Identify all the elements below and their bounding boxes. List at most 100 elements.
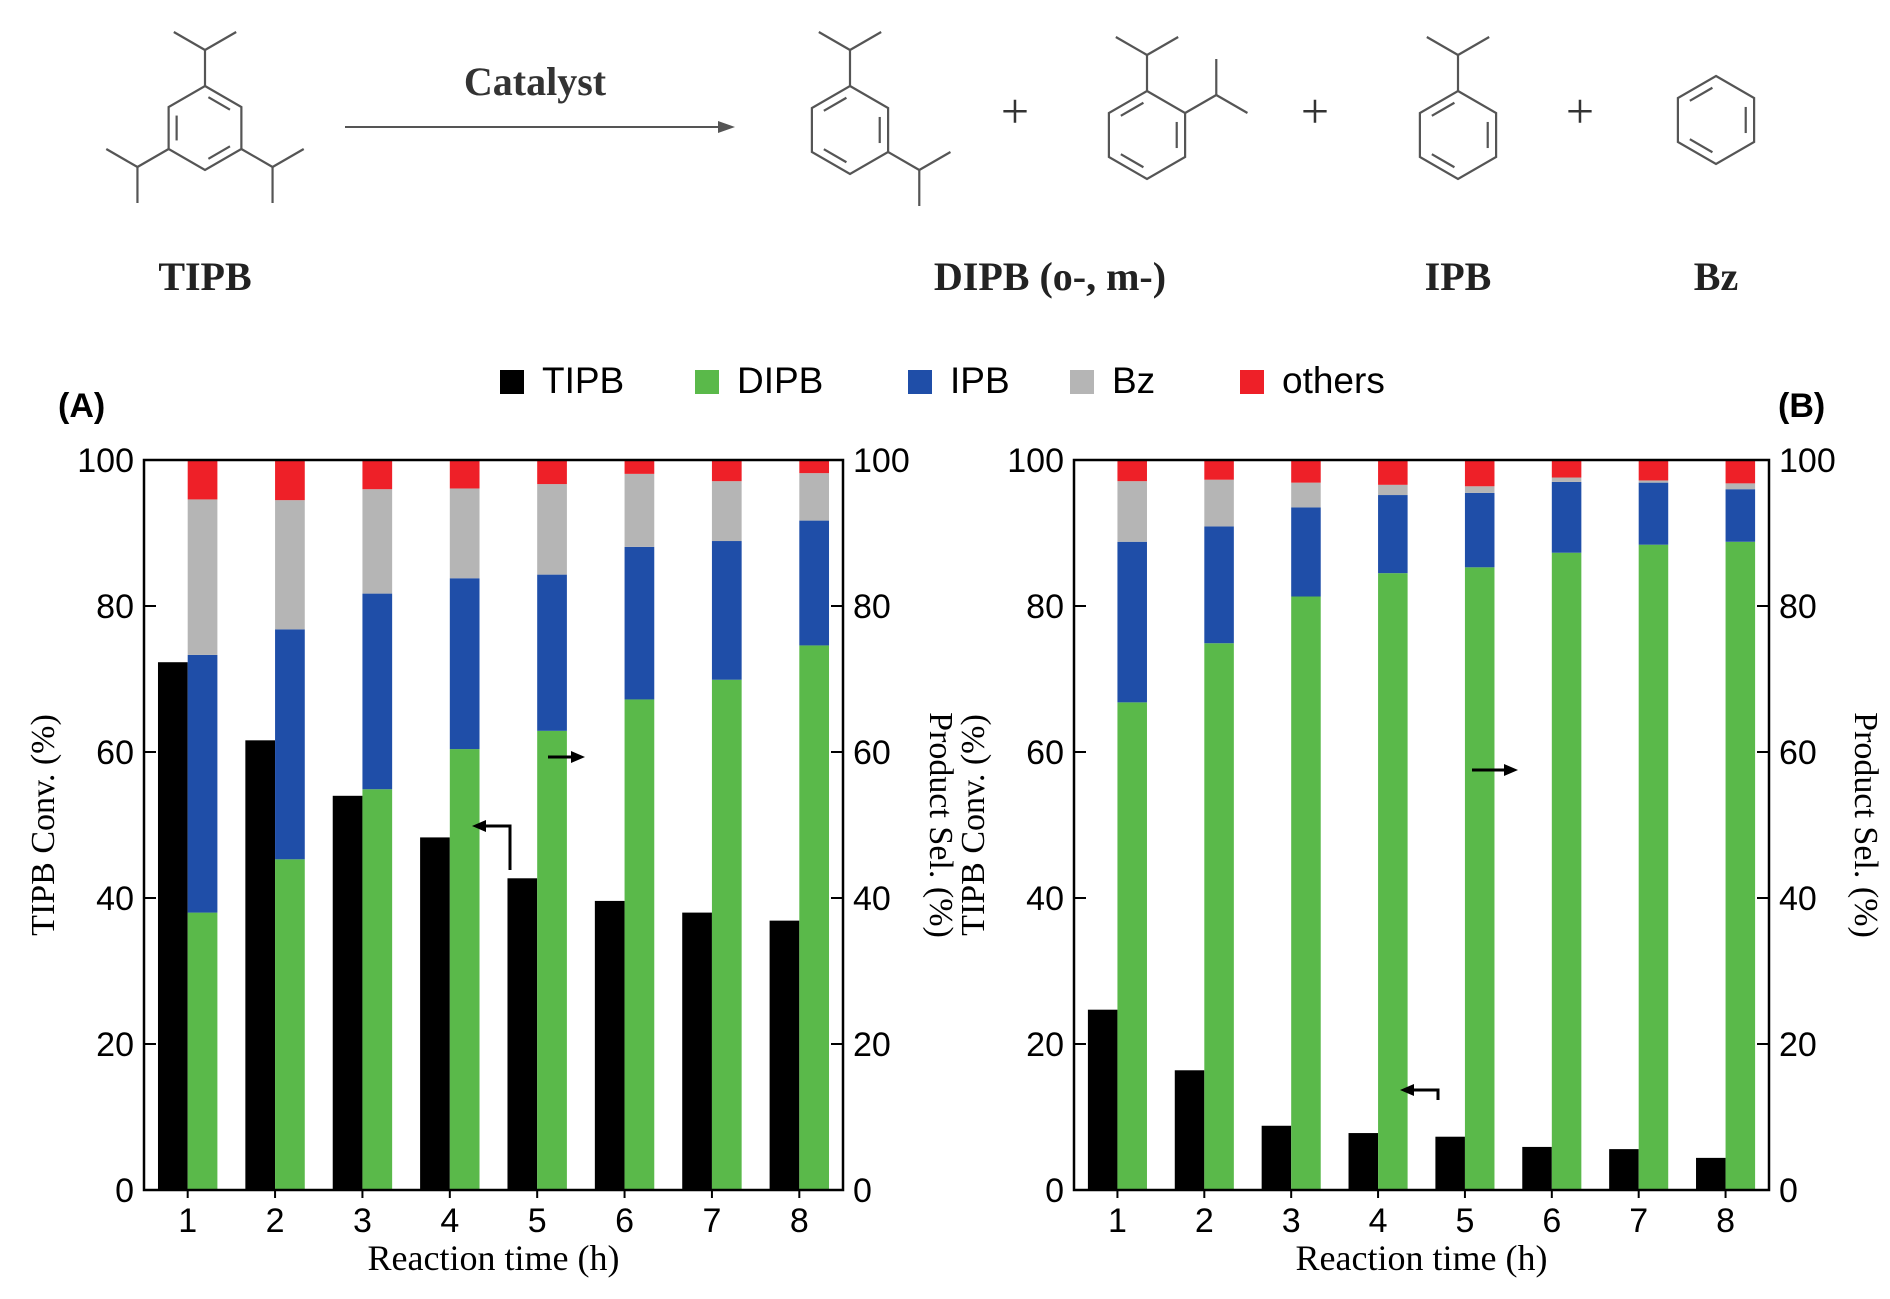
label-bz: Bz xyxy=(1694,254,1738,299)
panel-b-bar-ipb-5 xyxy=(1464,492,1495,568)
panel-a-bar-tipb-8 xyxy=(769,920,800,1190)
panel-a-bar-dipb-4 xyxy=(449,749,480,1190)
panel-a-bar-others-7 xyxy=(711,460,742,482)
label-dipb: DIPB (o-, m-) xyxy=(934,254,1166,299)
panel-b-bar-dipb-6 xyxy=(1551,552,1582,1190)
tipb-isopropyl-methyl xyxy=(271,148,305,168)
panel-a-ytick-label-right: 40 xyxy=(853,880,891,918)
legend-swatch-bz xyxy=(1070,370,1094,394)
reaction-arrowhead xyxy=(718,121,735,133)
panel-a-x-axis-label: Reaction time (h) xyxy=(368,1238,620,1278)
m-dipb-double-bond xyxy=(823,96,847,112)
panel-a-bar-tipb-3 xyxy=(332,795,363,1190)
panel-b-xtick-label-4: 4 xyxy=(1369,1202,1388,1240)
m-dipb-isopropyl-methyl xyxy=(849,31,882,51)
panel-a-ytick-label-right: 0 xyxy=(853,1172,872,1210)
panel-a-xtick-label-1: 1 xyxy=(178,1202,197,1240)
panel-a-y-axis-label-left: TIPB Conv. (%) xyxy=(25,714,62,936)
panel-a-axis-arrow-right-head xyxy=(571,751,585,763)
panel-b-bar-others-3 xyxy=(1291,460,1321,483)
panel-b-bar-bz-6 xyxy=(1551,477,1582,482)
panel-label-a: (A) xyxy=(58,387,105,425)
panel-a-bar-ipb-8 xyxy=(799,520,830,646)
panel-a-bar-tipb-5 xyxy=(507,878,538,1190)
panel-b-y-axis-label-right: Product Sel. (%) xyxy=(1847,712,1884,938)
panel-a-ytick-label-left: 20 xyxy=(96,1026,134,1064)
panel-a-bar-tipb-1 xyxy=(157,662,188,1190)
panel-a: 0 0 20 20 40 40 60 60 80 80 100 100 1 2 3 4 5 6 7 8 Reaction… xyxy=(25,442,959,1278)
panel-b-bar-tipb-3 xyxy=(1261,1125,1292,1190)
ipb-isopropyl-methyl xyxy=(1457,36,1490,56)
m-dipb-structure xyxy=(810,31,952,206)
panel-b-axis-arrow-right-head xyxy=(1504,764,1518,776)
panel-a-bar-dipb-1 xyxy=(187,912,218,1190)
m-dipb-isopropyl-methyl xyxy=(818,31,851,51)
panel-a-bar-bz-4 xyxy=(449,488,480,579)
panel-b-ytick-label-left: 40 xyxy=(1026,880,1064,918)
panel-a-ytick-label-right: 60 xyxy=(853,734,891,772)
tipb-isopropyl-methyl xyxy=(204,31,237,51)
panel-b-axis-arrow-left-head xyxy=(1400,1084,1414,1096)
panel-a-ytick-label-right: 100 xyxy=(853,442,910,480)
panel-a-bar-dipb-3 xyxy=(362,789,393,1190)
panel-a-bar-others-4 xyxy=(449,460,480,489)
reaction-scheme: Catalyst + + + TIPB DIPB (o-, m-) IPB Bz xyxy=(105,31,1756,299)
panel-a-xtick-label-8: 8 xyxy=(790,1202,809,1240)
panel-a-bar-ipb-4 xyxy=(449,578,480,750)
o-dipb-double-bond xyxy=(1120,101,1144,117)
panel-a-bar-bz-3 xyxy=(362,489,393,594)
panel-a-bar-tipb-2 xyxy=(245,740,276,1190)
panel-b-bar-tipb-6 xyxy=(1522,1146,1552,1190)
m-dipb-double-bond xyxy=(823,148,847,164)
panel-a-axis-arrow-left-shaft xyxy=(484,824,512,870)
panel-b-bar-dipb-7 xyxy=(1638,544,1669,1190)
panel-b-bar-others-4 xyxy=(1378,460,1408,485)
panel-b-ytick-label-right: 100 xyxy=(1779,442,1836,480)
ipb-double-bond xyxy=(1431,101,1455,117)
bz-structure xyxy=(1676,74,1756,166)
panel-b-y-axis-label-left: TIPB Conv. (%) xyxy=(955,714,992,936)
panel-b-bar-tipb-1 xyxy=(1087,1009,1118,1190)
panel-a-bar-dipb-8 xyxy=(799,645,830,1190)
panel-a-bar-ipb-6 xyxy=(624,546,655,700)
panel-a-xtick-label-2: 2 xyxy=(266,1202,285,1240)
panel-a-bar-dipb-5 xyxy=(537,730,567,1190)
panel-b-xtick-label-3: 3 xyxy=(1282,1202,1301,1240)
panel-b-bar-others-6 xyxy=(1551,460,1582,478)
panel-b-bar-bz-2 xyxy=(1204,479,1234,527)
panel-b-bar-ipb-6 xyxy=(1551,481,1582,553)
panel-a-bar-others-1 xyxy=(187,460,218,500)
panel-a-bar-others-8 xyxy=(799,460,830,474)
panel-b-xtick-label-7: 7 xyxy=(1629,1202,1648,1240)
panel-b-xtick-label-8: 8 xyxy=(1716,1202,1735,1240)
legend-label-ipb: IPB xyxy=(950,360,1010,401)
panel-a-plot-frame xyxy=(142,458,845,1192)
panel-b-bar-bz-4 xyxy=(1378,484,1408,496)
tipb-isopropyl-methyl xyxy=(105,148,139,168)
plus-sign-3: + xyxy=(1566,83,1594,139)
panel-b-xtick-label-5: 5 xyxy=(1455,1202,1474,1240)
tipb-ring xyxy=(167,84,243,172)
panel-a-axis-arrow-left-head xyxy=(472,820,486,832)
panel-b-plot-frame xyxy=(1072,458,1771,1192)
panel-a-bar-tipb-7 xyxy=(682,912,712,1190)
panel-a-y-axis-label-right: Product Sel. (%) xyxy=(922,712,959,938)
panel-a-bar-ipb-2 xyxy=(275,629,305,860)
panel-b-bar-bz-5 xyxy=(1464,486,1495,493)
panel-b-bar-tipb-7 xyxy=(1609,1149,1639,1190)
panel-b-bar-others-2 xyxy=(1204,460,1234,480)
bz-ring xyxy=(1676,74,1756,166)
panel-a-ytick-label-left: 100 xyxy=(77,442,134,480)
panel-a-bar-bz-5 xyxy=(537,484,567,575)
panel-b-ytick-label-left: 100 xyxy=(1007,442,1064,480)
tipb-double-bond xyxy=(207,145,231,160)
o-dipb-isopropyl-methyl xyxy=(1115,36,1148,56)
panel-b-bar-ipb-3 xyxy=(1291,507,1321,597)
panel-a-xtick-label-6: 6 xyxy=(615,1202,634,1240)
catalyst-label: Catalyst xyxy=(464,59,607,104)
panel-b-bar-others-1 xyxy=(1117,460,1147,482)
ipb-isopropyl-methyl xyxy=(1426,36,1459,56)
m-dipb-isopropyl-bond xyxy=(887,151,920,171)
legend-swatch-ipb xyxy=(908,370,932,394)
panel-b-bar-bz-7 xyxy=(1638,480,1669,483)
